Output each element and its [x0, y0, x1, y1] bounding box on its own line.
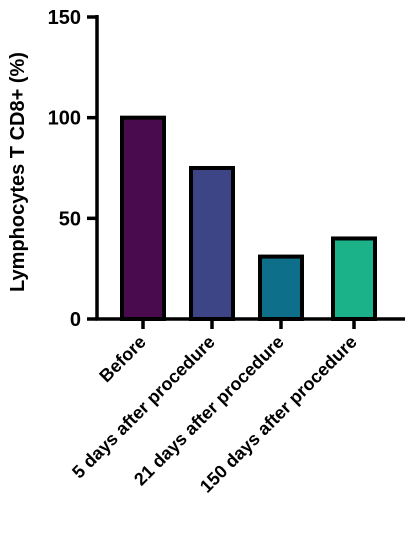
x-tick-label-2: 5 days after procedure	[68, 332, 219, 483]
y-axis-label: Lymphocytes T CD8+ (%)	[7, 52, 29, 292]
x-tick-label-4: 150 days after procedure	[196, 332, 361, 497]
x-tick-label-1: Before	[95, 332, 149, 386]
bar-4	[331, 236, 377, 321]
bar-2	[189, 166, 235, 321]
y-tick-label-150: 150	[48, 7, 81, 29]
y-tick-label-0: 0	[70, 309, 81, 331]
y-tick-label-100: 100	[48, 108, 81, 130]
bar-1	[120, 115, 166, 321]
bar-3	[258, 254, 304, 322]
y-tick-label-50: 50	[59, 208, 81, 230]
